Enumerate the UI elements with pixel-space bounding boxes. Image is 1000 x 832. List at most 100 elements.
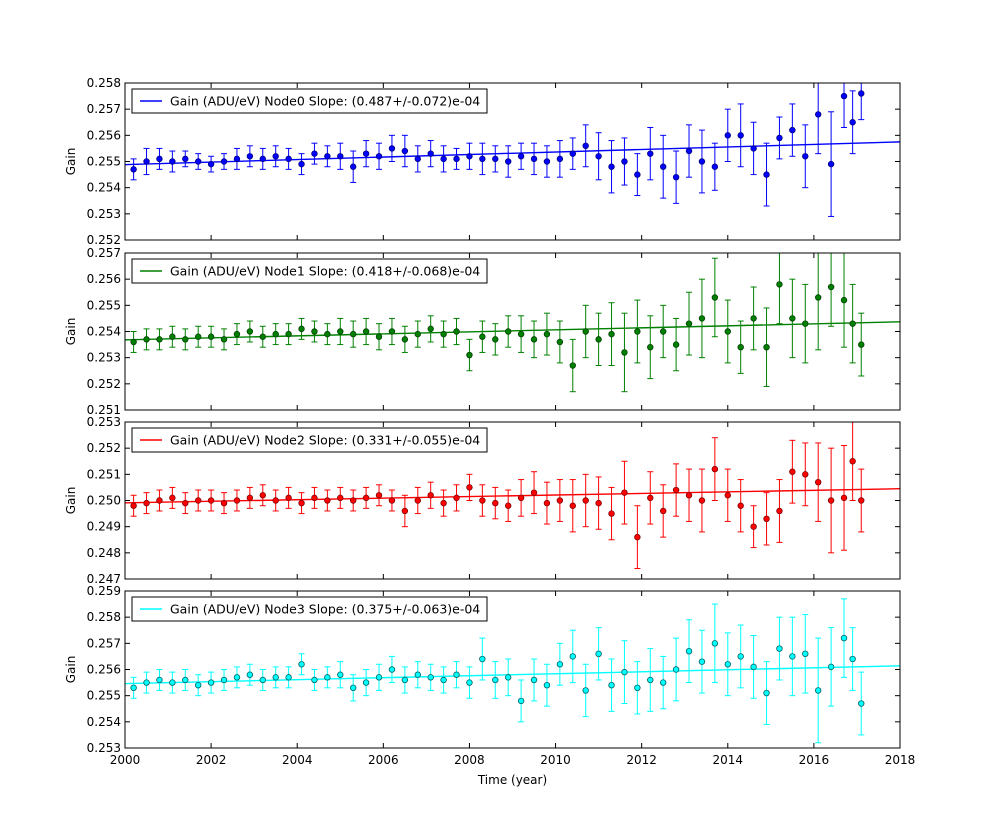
- data-point: [337, 328, 344, 335]
- x-tick-label: 2006: [368, 753, 399, 767]
- data-point: [337, 494, 344, 502]
- plot-area: [125, 253, 900, 393]
- data-point: [685, 647, 693, 655]
- data-point: [569, 362, 576, 369]
- data-point: [582, 142, 589, 149]
- y-tick-label: 0.254: [87, 181, 121, 195]
- data-point: [711, 640, 719, 647]
- data-point: [849, 119, 856, 126]
- data-point: [324, 674, 331, 681]
- data-point: [582, 687, 589, 694]
- y-tick-label: 0.251: [87, 467, 121, 481]
- data-point: [414, 497, 421, 504]
- data-point: [634, 533, 641, 541]
- data-point: [285, 494, 292, 502]
- y-tick-label: 0.256: [87, 272, 121, 286]
- y-tick-label: 0.256: [87, 663, 121, 677]
- data-point: [246, 328, 254, 335]
- data-point: [737, 132, 744, 139]
- data-point: [647, 676, 654, 684]
- data-point: [479, 497, 486, 504]
- data-point: [776, 281, 783, 288]
- data-point: [182, 155, 189, 163]
- data-point: [672, 173, 680, 181]
- data-point: [156, 497, 163, 504]
- data-point: [840, 92, 848, 100]
- data-point: [479, 333, 486, 340]
- data-point: [324, 330, 331, 338]
- data-point: [504, 328, 512, 335]
- data-point: [414, 671, 421, 678]
- y-tick-label: 0.255: [87, 155, 121, 169]
- panel-3: 0.253 0.254 0.255 0.256 0.257 0.258 0.259 2000 2…: [64, 584, 915, 767]
- data-point: [517, 697, 525, 705]
- data-point: [814, 687, 822, 694]
- data-point: [401, 336, 409, 343]
- data-point: [182, 499, 189, 507]
- data-point: [543, 682, 551, 689]
- y-tick-label: 0.256: [87, 128, 121, 142]
- data-point: [659, 163, 667, 170]
- data-point: [827, 160, 835, 168]
- data-point: [698, 658, 706, 665]
- data-point: [311, 676, 318, 684]
- data-point: [530, 676, 538, 684]
- data-point: [169, 494, 176, 502]
- data-point: [427, 150, 434, 157]
- data-point: [246, 153, 254, 160]
- y-tick-label: 0.251: [87, 403, 121, 417]
- data-point: [349, 497, 357, 504]
- data-point: [776, 507, 783, 515]
- data-point: [194, 158, 202, 165]
- fit-line: [125, 488, 900, 504]
- data-point: [556, 338, 564, 346]
- legend-box: [131, 427, 488, 453]
- y-tick-label: 0.253: [87, 741, 121, 755]
- data-point: [569, 653, 576, 660]
- data-point: [311, 494, 318, 502]
- data-point: [272, 153, 279, 160]
- data-point: [711, 465, 719, 473]
- data-point: [220, 499, 228, 507]
- x-tick-label: 2012: [626, 753, 657, 767]
- data-point: [634, 171, 641, 178]
- y-tick-label: 0.257: [87, 246, 121, 260]
- data-point: [285, 155, 292, 163]
- data-point: [427, 325, 434, 333]
- fit-line: [125, 321, 900, 341]
- data-point: [672, 486, 680, 494]
- data-point: [427, 674, 434, 681]
- data-point: [259, 155, 266, 163]
- data-point: [685, 492, 693, 499]
- y-tick-label: 0.255: [87, 689, 121, 703]
- data-point: [827, 497, 835, 504]
- data-point: [169, 158, 176, 165]
- x-tick-label: 2008: [454, 753, 485, 767]
- data-point: [440, 330, 447, 338]
- data-point: [143, 679, 150, 686]
- data-point: [608, 682, 615, 689]
- data-point: [647, 344, 654, 351]
- data-point: [789, 653, 796, 660]
- x-tick-label: 2010: [540, 753, 571, 767]
- data-point: [492, 676, 499, 684]
- data-point: [698, 497, 706, 504]
- data-point: [789, 315, 796, 322]
- y-axis-label: Gain: [64, 148, 78, 176]
- data-point: [375, 153, 383, 160]
- x-tick-label: 2018: [885, 753, 916, 767]
- data-point: [750, 315, 757, 322]
- data-point: [298, 160, 305, 168]
- legend-box: [131, 596, 488, 622]
- data-point: [789, 468, 796, 475]
- data-point: [504, 674, 512, 681]
- data-point: [659, 328, 667, 335]
- data-point: [285, 330, 292, 338]
- data-point: [388, 328, 396, 335]
- legend-label: Gain (ADU/eV) Node1 Slope: (0.418+/-0.06…: [170, 264, 480, 279]
- y-tick-label: 0.249: [87, 520, 121, 534]
- data-point: [362, 150, 370, 157]
- data-point: [453, 155, 460, 163]
- data-point: [569, 502, 576, 509]
